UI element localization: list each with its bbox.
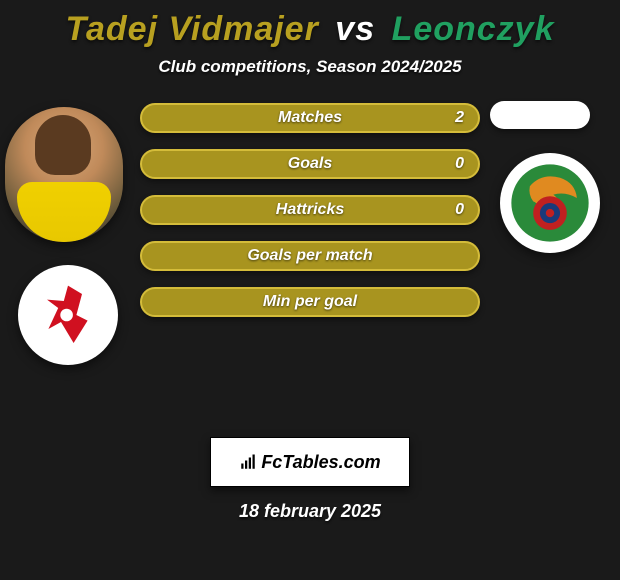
chart-icon (239, 453, 257, 471)
player1-avatar (5, 107, 123, 242)
vs-separator: vs (335, 10, 375, 48)
stat-label: Hattricks (276, 201, 344, 219)
comparison-body: Matches 2 Goals 0 Hattricks 0 Goals per … (0, 97, 620, 397)
stat-row-matches: Matches 2 (140, 103, 480, 133)
subtitle: Club competitions, Season 2024/2025 (0, 57, 620, 77)
stat-label: Goals per match (247, 247, 372, 265)
generated-date: 18 february 2025 (0, 501, 620, 522)
club-right-icon (508, 161, 592, 245)
stat-row-hattricks: Hattricks 0 (140, 195, 480, 225)
stat-label: Min per goal (263, 293, 357, 311)
stat-row-min-per-goal: Min per goal (140, 287, 480, 317)
stat-label: Matches (278, 109, 342, 127)
stat-rows: Matches 2 Goals 0 Hattricks 0 Goals per … (140, 103, 480, 333)
branding-box: FcTables.com (210, 437, 410, 487)
stat-row-goals: Goals 0 (140, 149, 480, 179)
stat-row-goals-per-match: Goals per match (140, 241, 480, 271)
stat-right-value: 0 (455, 155, 464, 173)
player1-club-badge (18, 265, 118, 365)
comparison-title: Tadej Vidmajer vs Leonczyk (0, 10, 620, 49)
player1-name: Tadej Vidmajer (65, 10, 318, 48)
stat-right-value: 2 (455, 109, 464, 127)
stat-right-value: 0 (455, 201, 464, 219)
player2-avatar-placeholder (490, 101, 590, 129)
club-left-icon (33, 280, 103, 350)
stat-label: Goals (288, 155, 332, 173)
player2-name: Leonczyk (392, 10, 555, 48)
branding-text: FcTables.com (261, 452, 380, 473)
player2-club-badge (500, 153, 600, 253)
